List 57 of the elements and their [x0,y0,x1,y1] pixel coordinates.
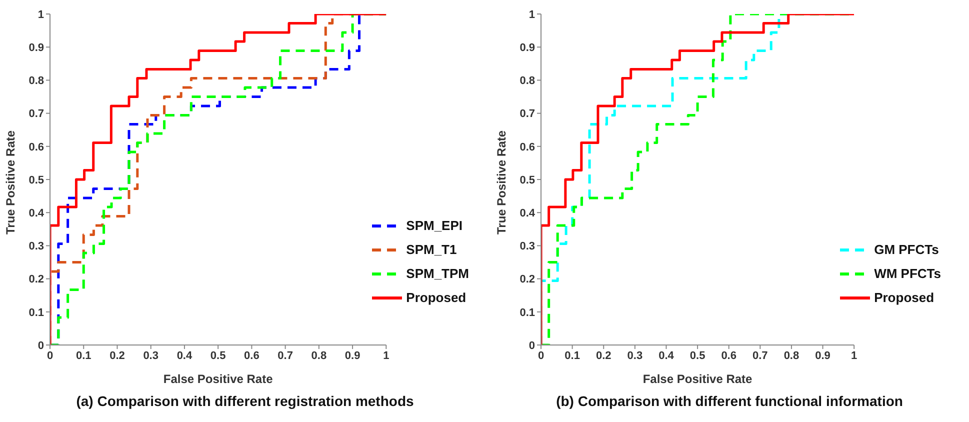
x-tick-label: 1 [851,350,858,362]
y-tick-label: 0.7 [28,108,44,120]
y-tick-label: 0.1 [520,306,535,319]
x-axis-title: False Positive Rate [642,372,753,386]
y-axis-title: True Positive Rate [3,130,18,234]
legend-label: WM PFCTs [874,265,941,283]
x-tick-label: 0.4 [658,350,675,362]
x-tick-label: 0.5 [210,350,226,362]
x-tick-label: 0 [538,350,544,362]
x-tick-label: 0.3 [143,350,158,362]
x-tick-label: 0 [46,350,54,362]
y-tick-label: 0.2 [28,274,44,286]
x-tick-label: 0.7 [752,350,768,362]
x-tick-label: 0.2 [596,350,612,362]
x-tick-label: 0.1 [564,350,580,362]
y-tick-label: 1 [38,8,44,21]
y-tick-label: 0.2 [520,274,535,286]
y-tick-label: 0.4 [520,208,536,220]
x-tick-label: 0.9 [344,350,360,362]
legend-label: GM PFCTs [874,241,939,259]
legend-label: Proposed [406,289,466,307]
y-tick-label: 0.1 [28,306,44,319]
y-tick-label: 0.3 [520,240,535,253]
x-tick-label: 0.4 [176,350,193,362]
y-tick-label: 0.3 [28,240,44,253]
y-tick-label: 0.8 [520,75,535,88]
legend-label: SPM_T1 [406,241,457,259]
x-tick-label: 0.6 [244,350,260,362]
x-tick-label: 0.5 [690,350,706,362]
y-tick-label: 0 [38,340,44,352]
y-axis-title: True Positive Rate [494,130,508,234]
y-tick-label: 0.6 [28,141,44,154]
y-tick-label: 0.9 [520,42,535,54]
x-tick-label: 1 [383,350,390,362]
legend-label: SPM_TPM [406,265,469,283]
y-tick-label: 0.5 [520,174,535,186]
x-axis-title: False Positive Rate [163,372,274,386]
y-tick-label: 0.9 [28,42,44,54]
x-tick-label: 0.8 [784,350,800,362]
y-tick-label: 0.6 [520,141,535,154]
text: (b) Comparison with different functional information [555,393,904,409]
y-tick-label: 0.5 [28,174,44,186]
y-tick-label: 0.4 [28,208,45,220]
legend-label: Proposed [874,289,934,307]
x-tick-label: 0.9 [815,350,830,362]
x-tick-label: 0.7 [278,350,293,362]
y-tick-label: 1 [528,8,535,21]
y-tick-label: 0.8 [28,75,44,88]
y-tick-label: 0 [528,340,535,352]
legend-label: SPM_EPI [406,217,463,235]
x-tick-label: 0.1 [76,350,92,362]
x-tick-label: 0.2 [110,350,125,362]
x-tick-label: 0.3 [627,350,643,362]
x-tick-label: 0.8 [311,350,327,362]
x-tick-label: 0.6 [721,350,736,362]
y-tick-label: 0.7 [520,108,535,120]
text: (a) Comparison with different registration methods [75,393,415,409]
